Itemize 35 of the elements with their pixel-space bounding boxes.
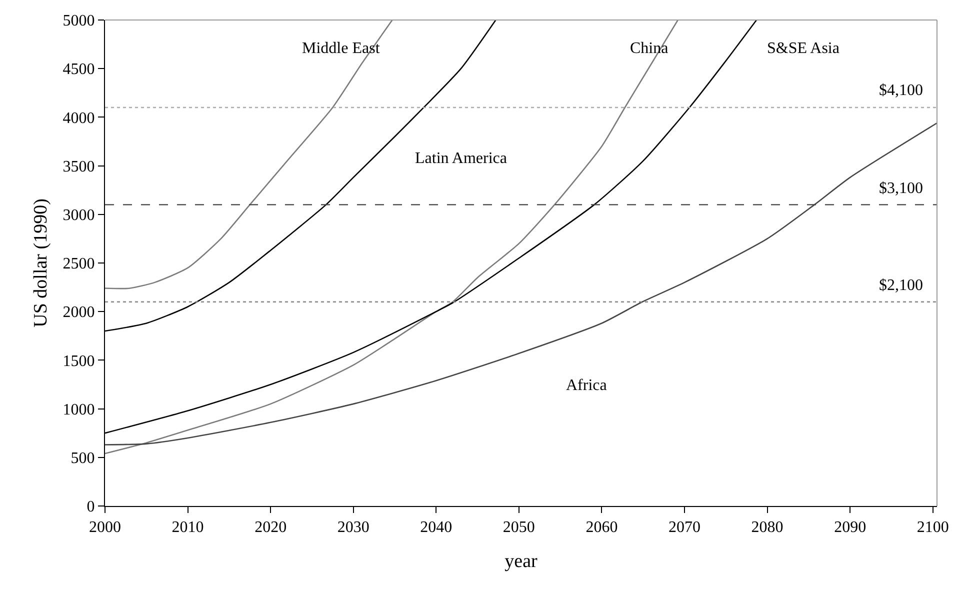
x-tick-label: 2100 <box>916 519 949 536</box>
y-tick-label: 0 <box>86 498 95 516</box>
x-tick-label: 2080 <box>751 519 784 536</box>
x-axis-title: year <box>504 551 538 572</box>
y-tick-label: 1000 <box>62 401 95 418</box>
y-tick-label: 2000 <box>62 304 95 322</box>
y-tick-label: 500 <box>70 450 95 467</box>
y-tick-label: 5000 <box>62 12 95 30</box>
text: Africa <box>566 377 607 394</box>
ref-line-label: $4,100 <box>879 82 923 99</box>
series-label: S&SE Asia <box>767 40 840 57</box>
y-axis-title: US dollar (1990) <box>30 198 52 328</box>
x-tick-label: 2070 <box>668 519 700 536</box>
line-series <box>105 122 937 446</box>
y-tick-label: 4500 <box>62 61 95 78</box>
line-series <box>105 20 393 290</box>
line-series <box>105 20 679 454</box>
x-tick-label: 2040 <box>420 519 452 536</box>
ref-line-label: $2,100 <box>879 277 923 294</box>
x-tick-label: 2020 <box>254 519 287 536</box>
series-label: Middle East <box>302 40 380 57</box>
x-tick-label: 2000 <box>89 519 121 536</box>
y-tick-label: 3500 <box>62 158 95 176</box>
y-tick-label: 3000 <box>62 207 95 224</box>
x-tick-label: 2090 <box>834 519 866 536</box>
x-tick-label: 2010 <box>172 519 204 536</box>
x-tick-label: 2060 <box>586 519 618 536</box>
y-tick-label: 2500 <box>62 256 95 273</box>
series-label: Latin America <box>415 150 507 167</box>
x-tick-label: 2050 <box>502 519 535 536</box>
x-tick-label: 2030 <box>337 519 370 536</box>
y-tick-label: 1500 <box>62 352 95 370</box>
ref-line-label: $3,100 <box>879 180 923 197</box>
series-label: China <box>630 40 668 57</box>
y-tick-label: 4000 <box>62 110 95 127</box>
